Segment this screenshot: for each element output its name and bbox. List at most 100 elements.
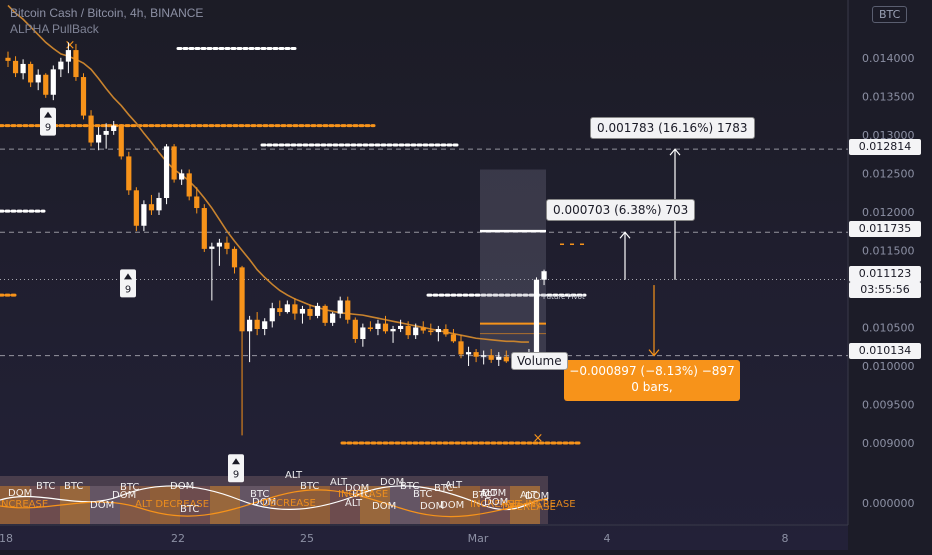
osc-band-1 bbox=[30, 486, 60, 524]
candle-body-48 bbox=[367, 327, 373, 329]
candle-body-60 bbox=[458, 341, 464, 355]
candle-body-71 bbox=[541, 271, 547, 280]
osc-fragment-4: BTC bbox=[120, 482, 139, 493]
osc-fragment-0: BTC bbox=[36, 481, 55, 492]
future-pivot-label: Future Pivot bbox=[543, 293, 585, 301]
osc-zero-label: 0.000000 bbox=[862, 497, 915, 510]
candle-body-54 bbox=[413, 327, 419, 336]
td-marker-layer: 9 9 9 bbox=[40, 107, 244, 483]
osc-band-5 bbox=[150, 486, 180, 524]
candle-body-45 bbox=[345, 300, 351, 320]
candle-body-57 bbox=[435, 329, 441, 333]
candle-body-19 bbox=[148, 204, 155, 211]
measure-label-3-bars: 0 bars, bbox=[631, 380, 673, 394]
y-tick-3: 0.012500 bbox=[862, 167, 915, 180]
osc-fragment-18: ALT bbox=[520, 490, 538, 501]
y-tick-0: 0.014000 bbox=[862, 52, 915, 65]
candle-body-29 bbox=[224, 242, 230, 249]
candle-body-18 bbox=[141, 204, 147, 226]
x-tick-5: 8 bbox=[782, 532, 789, 545]
x-tick-1: 22 bbox=[171, 532, 185, 545]
x-tick-3: Mar bbox=[468, 532, 489, 545]
osc-fragment-12: BTC bbox=[400, 481, 419, 492]
candle-body-0 bbox=[5, 57, 11, 61]
x-tick-4: 4 bbox=[604, 532, 611, 545]
candle-body-66 bbox=[503, 356, 509, 362]
osc-fragment-23: DECREASE bbox=[262, 498, 316, 509]
candle-body-2 bbox=[20, 63, 26, 74]
osc-fragment-9: BTC bbox=[300, 481, 319, 492]
candle-body-27 bbox=[209, 246, 215, 249]
candle-body-13 bbox=[103, 130, 109, 135]
measure-label-3-text: −0.000897 (−8.13%) −897 bbox=[569, 364, 735, 378]
candle-body-15 bbox=[118, 125, 124, 157]
candle-body-1 bbox=[12, 60, 19, 74]
osc-fragment-10: DOM bbox=[345, 483, 369, 494]
candle-body-70 bbox=[533, 279, 540, 353]
candle-body-9 bbox=[73, 50, 79, 78]
price-tag-1: 0.011735 bbox=[849, 221, 921, 237]
osc-fragment-5: DOM bbox=[112, 490, 136, 501]
candle-body-55 bbox=[420, 327, 426, 331]
osc-band-4 bbox=[120, 486, 150, 524]
x-marker-1: × bbox=[65, 38, 76, 53]
osc-fragment-20: BTC bbox=[180, 504, 199, 515]
candle-body-40 bbox=[307, 308, 313, 316]
candle-body-44 bbox=[337, 300, 343, 314]
candle-body-43 bbox=[330, 313, 336, 323]
measure-arrow-1-head bbox=[669, 148, 681, 156]
td-marker-2-label: 9 bbox=[233, 469, 239, 480]
osc-band-6 bbox=[180, 486, 210, 524]
osc-fragment-1: DOM bbox=[8, 488, 32, 499]
candle-body-50 bbox=[382, 323, 389, 332]
osc-fragment-24: ALT bbox=[330, 477, 348, 488]
osc-fragment-3: BTC bbox=[64, 481, 83, 492]
osc-fragment-30: DOM bbox=[420, 501, 444, 512]
candle-body-21 bbox=[163, 146, 170, 199]
osc-fragment-36: DOM bbox=[525, 491, 549, 502]
candle-body-26 bbox=[201, 208, 207, 249]
candle-body-7 bbox=[58, 61, 64, 70]
osc-fragment-34: ALT bbox=[480, 488, 498, 499]
candle-body-6 bbox=[50, 69, 56, 95]
osc-fragment-26: ALT bbox=[345, 498, 363, 509]
osc-fragment-15: DOM bbox=[482, 488, 506, 499]
price-tag-current: 0.011123 bbox=[849, 266, 921, 282]
candle-body-52 bbox=[398, 325, 404, 329]
currency-badge[interactable]: BTC bbox=[872, 6, 908, 23]
y-tick-5: 0.011500 bbox=[862, 244, 915, 257]
osc-band-3 bbox=[90, 486, 120, 524]
td-marker-1-box bbox=[120, 269, 136, 298]
candle-body-51 bbox=[390, 329, 396, 332]
candle-body-42 bbox=[322, 305, 328, 323]
candle-body-5 bbox=[43, 74, 49, 95]
osc-fragment-25: INCREASE bbox=[338, 489, 388, 500]
osc-fragment-35: DECREASE bbox=[502, 502, 556, 513]
pivot-dots-layer: ×× bbox=[0, 38, 590, 446]
x-tick-0: 18 bbox=[0, 532, 13, 545]
candle-body-62 bbox=[473, 352, 479, 357]
x-tick-2: 25 bbox=[300, 532, 314, 545]
td-marker-0-box bbox=[40, 107, 56, 136]
candle-body-58 bbox=[443, 329, 449, 335]
candle-body-34 bbox=[262, 321, 268, 329]
candle-body-20 bbox=[156, 198, 162, 211]
candle-body-17 bbox=[133, 190, 139, 226]
measure-arrow-3-head bbox=[648, 349, 660, 357]
td-marker-2-arrow bbox=[232, 458, 240, 465]
td-marker-1-arrow bbox=[124, 273, 132, 280]
candle-body-35 bbox=[269, 308, 275, 322]
osc-fragment-13: BTC bbox=[434, 483, 453, 494]
osc-fragment-14: INCREASE bbox=[470, 499, 520, 510]
y-tick-2: 0.013000 bbox=[862, 129, 915, 142]
candle-body-10 bbox=[80, 77, 87, 116]
candle-body-56 bbox=[428, 330, 434, 333]
countdown-tag: 03:55:56 bbox=[849, 282, 921, 298]
pullback-line bbox=[7, 4, 529, 343]
volume-label[interactable]: Volume bbox=[511, 352, 568, 370]
osc-fragment-21: BTC bbox=[250, 489, 269, 500]
candle-body-12 bbox=[96, 134, 102, 143]
